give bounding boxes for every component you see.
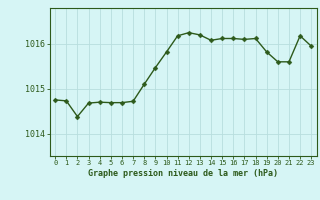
X-axis label: Graphe pression niveau de la mer (hPa): Graphe pression niveau de la mer (hPa)	[88, 169, 278, 178]
